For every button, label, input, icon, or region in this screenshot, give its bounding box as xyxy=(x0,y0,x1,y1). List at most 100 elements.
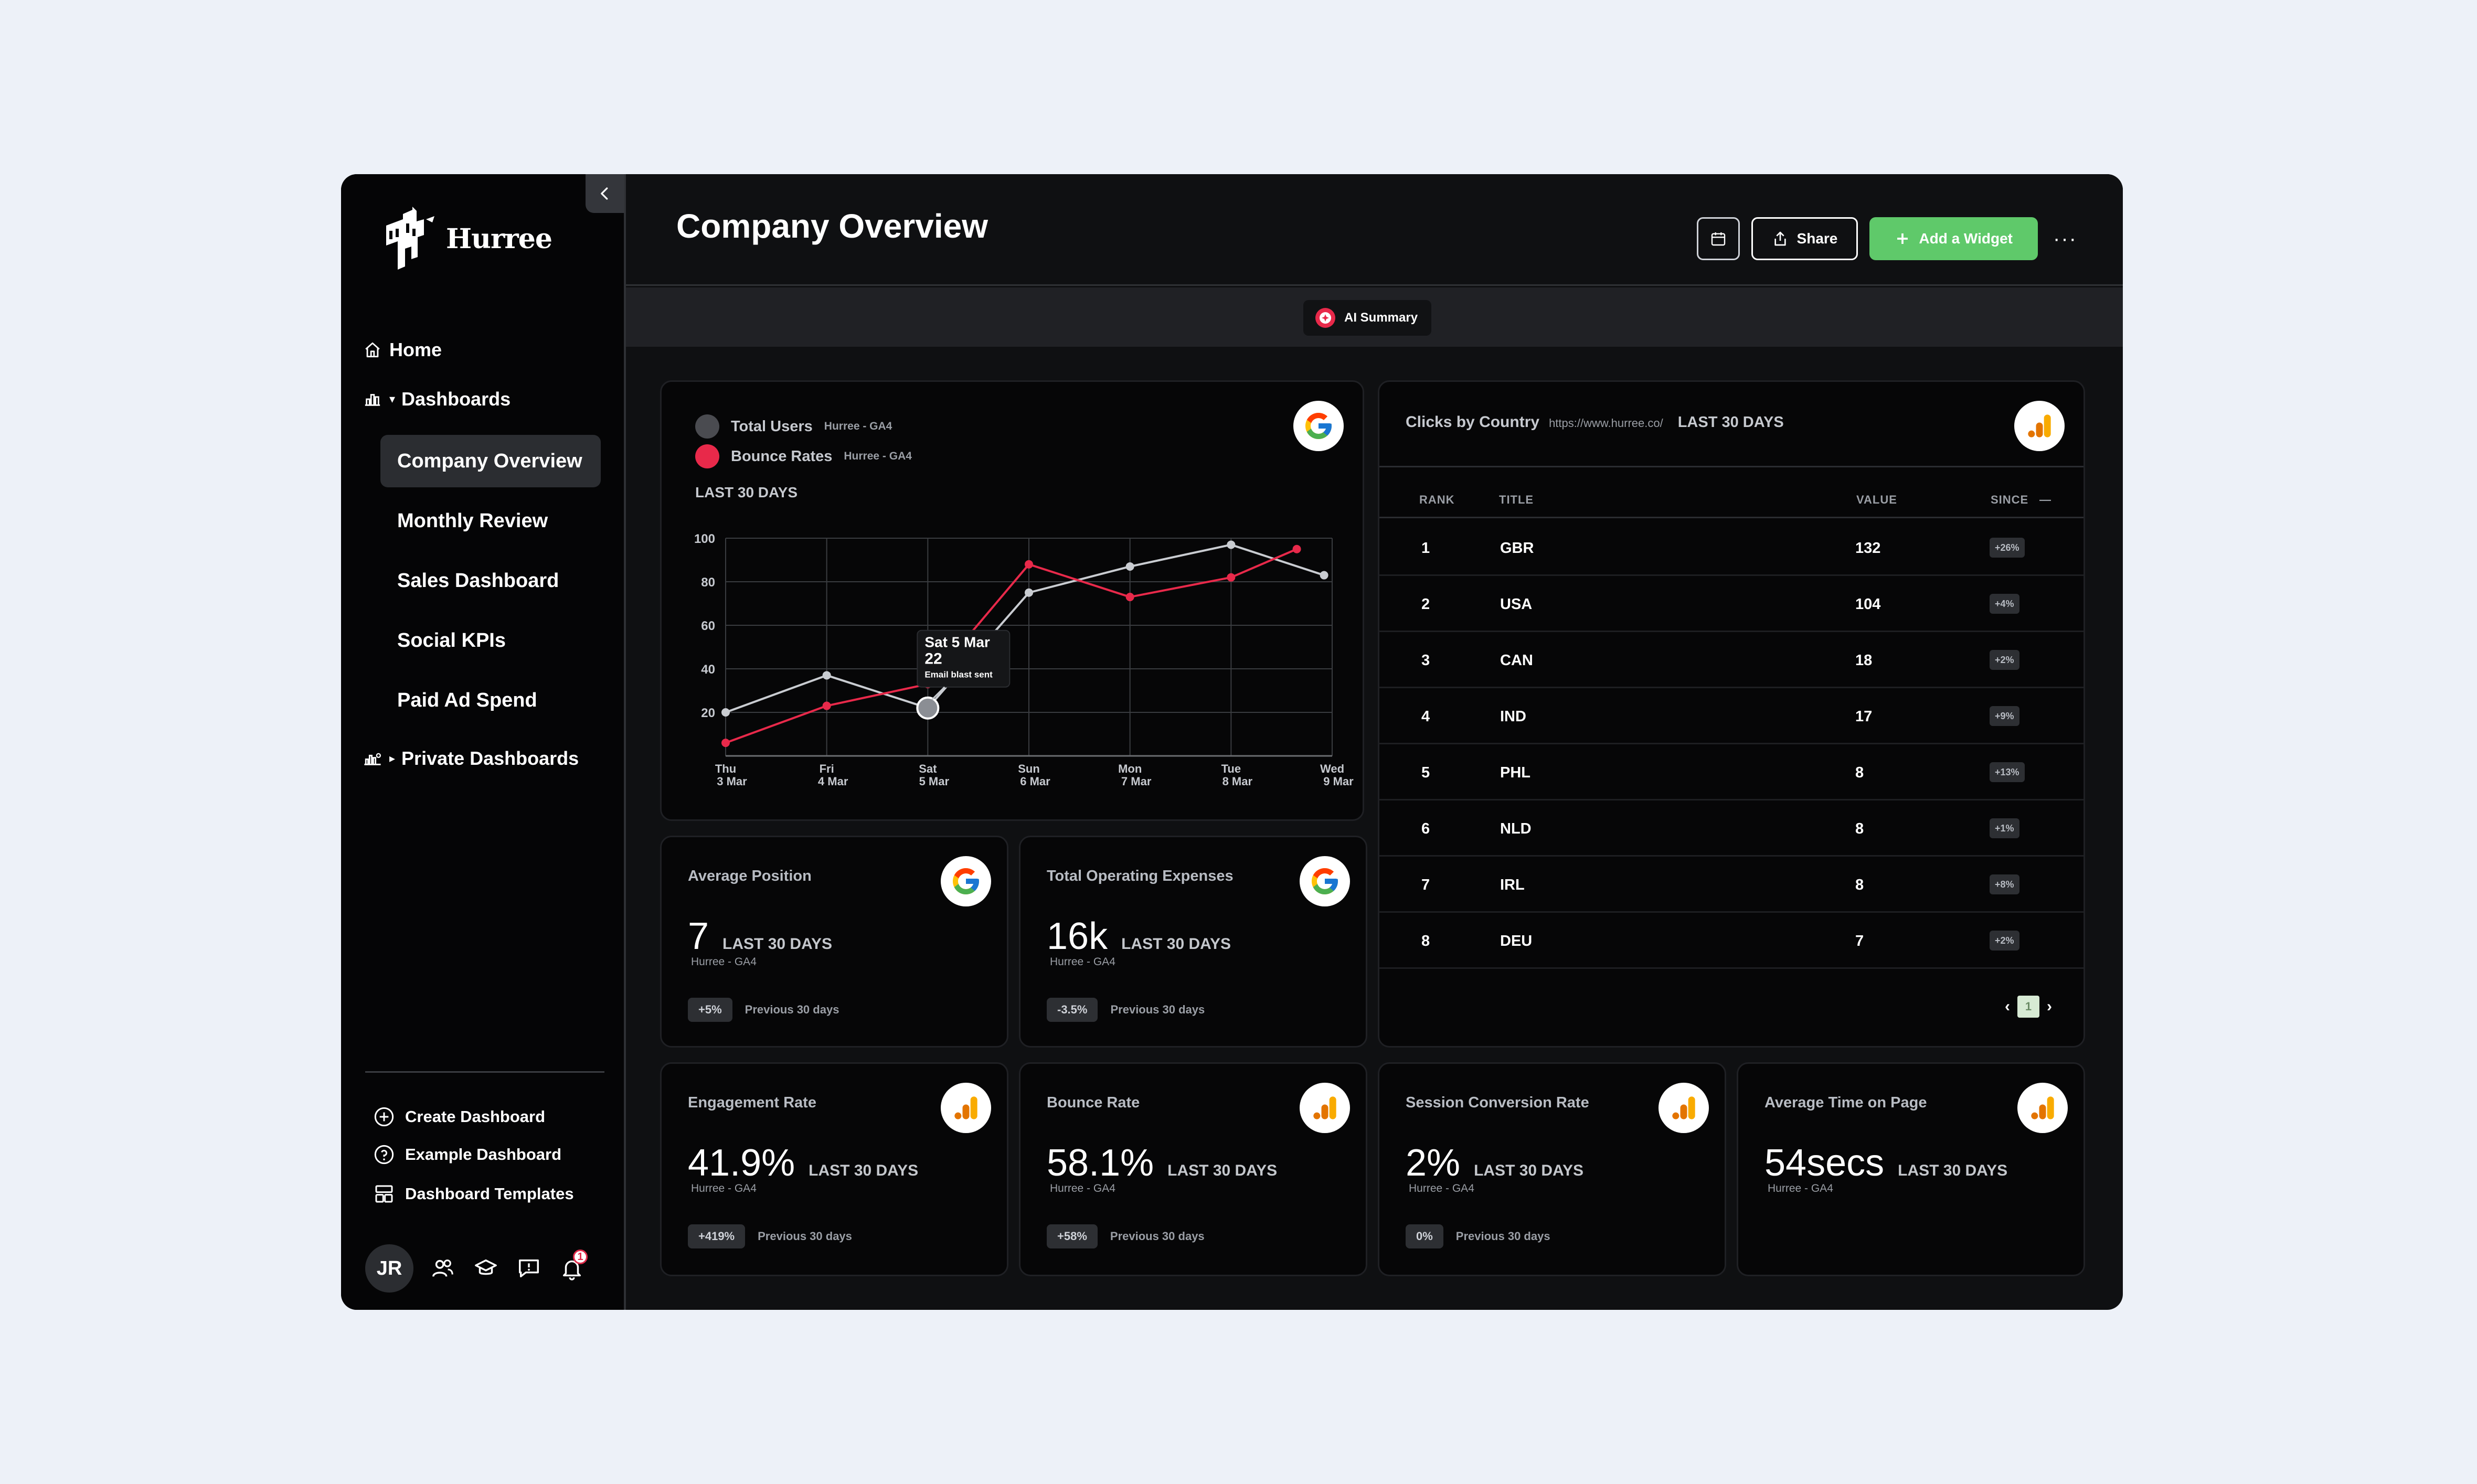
cell-title: CAN xyxy=(1500,652,1533,669)
table-row[interactable]: 5 PHL 8 +13% xyxy=(1379,744,2083,800)
metric-value: 2% xyxy=(1406,1142,1461,1184)
cell-since-badge: +2% xyxy=(1990,931,2019,951)
date-range-button[interactable] xyxy=(1696,217,1740,260)
change-label: Previous 30 days xyxy=(1110,1230,1205,1243)
legend-source: Hurree - GA4 xyxy=(844,450,912,462)
page-number[interactable]: 1 xyxy=(2017,996,2039,1018)
hurree-logo[interactable]: Hurree xyxy=(382,205,552,273)
x-tick-label: Fri 4 Mar xyxy=(818,762,848,788)
nav-paid-ad-spend[interactable]: Paid Ad Spend xyxy=(380,674,601,727)
table-row[interactable]: 1 GBR 132 +26% xyxy=(1379,520,2083,576)
metric-value-row: 7 LAST 30 DAYS xyxy=(688,915,832,958)
nav-monthly-review[interactable]: Monthly Review xyxy=(380,495,601,547)
column-header-title[interactable]: TITLE xyxy=(1499,493,1534,506)
highlighted-point xyxy=(916,696,940,720)
change-label: Previous 30 days xyxy=(745,1003,839,1016)
legend-item: Bounce Rates Hurree - GA4 xyxy=(695,444,912,468)
line-chart[interactable]: 20 40 60 80 100 Thu 3 Mar Fri 4 Mar Sat 5 Mar Sun 6 … xyxy=(677,508,1354,812)
dashboard-templates-link[interactable]: Dashboard Templates xyxy=(374,1183,574,1204)
team-icon[interactable] xyxy=(429,1255,456,1282)
metric-title: Average Position xyxy=(688,868,812,884)
legend-label: Bounce Rates xyxy=(731,447,833,465)
nav-sales-dashboard[interactable]: Sales Dashboard xyxy=(380,554,601,607)
metric-value-row: 58.1% LAST 30 DAYS xyxy=(1047,1141,1277,1184)
change-label: Previous 30 days xyxy=(758,1230,852,1243)
average-time-widget[interactable]: Average Time on Page 54secs LAST 30 DAYS… xyxy=(1737,1062,2085,1276)
table-row[interactable]: 8 DEU 7 +2% xyxy=(1379,913,2083,969)
data-point xyxy=(721,708,730,717)
table-header-row: RANK TITLE VALUE SINCE — xyxy=(1379,487,2083,518)
column-header-rank[interactable]: RANK xyxy=(1419,493,1455,506)
change-badge: +419% xyxy=(688,1224,746,1248)
operating-expenses-widget[interactable]: Total Operating Expenses 16k LAST 30 DAY… xyxy=(1019,836,1367,1048)
clicks-by-country-widget[interactable]: Clicks by Country https://www.hurree.co/… xyxy=(1378,380,2085,1048)
column-header-since[interactable]: SINCE xyxy=(1991,493,2029,506)
table-row[interactable]: 7 IRL 8 +8% xyxy=(1379,857,2083,913)
cell-rank: 3 xyxy=(1421,652,1430,669)
y-tick-label: 100 xyxy=(694,532,715,546)
analytics-source-badge xyxy=(1300,1083,1350,1133)
nav-private-dashboards[interactable]: ▸ Private Dashboards xyxy=(362,748,579,770)
calendar-icon xyxy=(1711,232,1725,246)
share-button[interactable]: Share xyxy=(1751,217,1858,260)
metric-title: Total Operating Expenses xyxy=(1047,868,1234,884)
collapse-sidebar-button[interactable] xyxy=(586,174,624,213)
metric-source: Hurree - GA4 xyxy=(691,956,757,968)
google-analytics-icon xyxy=(2028,414,2051,437)
add-widget-label: Add a Widget xyxy=(1919,230,2013,247)
notifications-bell-icon[interactable]: 1 xyxy=(558,1250,588,1282)
data-point xyxy=(1125,593,1134,602)
nav-dashboards[interactable]: ▾ Dashboards xyxy=(362,388,511,410)
cell-title: USA xyxy=(1500,596,1533,613)
ai-summary-button[interactable]: AI Summary xyxy=(1303,300,1432,336)
table-row[interactable]: 6 NLD 8 +1% xyxy=(1379,800,2083,857)
engagement-rate-widget[interactable]: Engagement Rate 41.9% LAST 30 DAYS Hurre… xyxy=(660,1062,1008,1276)
table-row[interactable]: 2 USA 104 +4% xyxy=(1379,576,2083,632)
table-row[interactable]: 4 IND 17 +9% xyxy=(1379,688,2083,744)
metric-value: 7 xyxy=(688,915,709,957)
tooltip-note: Email blast sent xyxy=(924,670,993,680)
chevron-left-icon xyxy=(601,187,608,200)
average-position-widget[interactable]: Average Position 7 LAST 30 DAYS Hurree -… xyxy=(660,836,1008,1048)
bounce-rate-widget[interactable]: Bounce Rate 58.1% LAST 30 DAYS Hurree - … xyxy=(1019,1062,1367,1276)
next-page-button[interactable]: › xyxy=(2047,998,2052,1015)
table-period: LAST 30 DAYS xyxy=(1677,414,1784,431)
template-icon xyxy=(375,1185,393,1203)
users-bounce-chart-widget[interactable]: Total Users Hurree - GA4 Bounce Rates Hu… xyxy=(660,380,1364,821)
create-dashboard-link[interactable]: Create Dashboard xyxy=(374,1106,545,1127)
table-widget-header: Clicks by Country https://www.hurree.co/… xyxy=(1406,413,1784,431)
academy-icon[interactable] xyxy=(472,1255,499,1282)
plus-icon xyxy=(1897,233,1908,244)
cell-title: DEU xyxy=(1500,933,1533,949)
cell-since-badge: +26% xyxy=(1990,538,2025,558)
add-widget-button[interactable]: Add a Widget xyxy=(1869,217,2038,260)
metric-value: 58.1% xyxy=(1047,1142,1154,1184)
nav-company-overview[interactable]: Company Overview xyxy=(380,435,601,487)
change-badge: +5% xyxy=(688,998,732,1022)
google-icon xyxy=(1305,413,1332,439)
metric-change: +419% Previous 30 days xyxy=(688,1224,852,1248)
legend-swatch-total-users xyxy=(695,414,719,439)
feedback-icon[interactable] xyxy=(515,1255,543,1282)
prev-page-button[interactable]: ‹ xyxy=(2005,998,2010,1015)
session-conversion-widget[interactable]: Session Conversion Rate 2% LAST 30 DAYS … xyxy=(1378,1062,1726,1276)
notification-count-badge: 1 xyxy=(573,1250,588,1264)
tooltip-date: Sat 5 Mar xyxy=(924,634,990,650)
legend-label: Total Users xyxy=(731,418,813,435)
nav-home[interactable]: Home xyxy=(362,339,442,361)
change-label: Previous 30 days xyxy=(1110,1003,1205,1016)
column-header-value[interactable]: VALUE xyxy=(1856,493,1897,506)
more-options-button[interactable]: ··· xyxy=(2053,227,2077,250)
user-avatar[interactable]: JR xyxy=(365,1244,413,1293)
nav-private-dashboards-label: Private Dashboards xyxy=(401,748,579,769)
example-dashboard-link[interactable]: Example Dashboard xyxy=(374,1144,561,1165)
table-row[interactable]: 3 CAN 18 +2% xyxy=(1379,632,2083,688)
column-menu-icon[interactable]: — xyxy=(2039,493,2051,506)
pagination: ‹ 1 › xyxy=(2005,996,2052,1018)
analytics-source-badge xyxy=(2014,401,2065,451)
cell-since-badge: +8% xyxy=(1990,874,2019,894)
nav-social-kpis[interactable]: Social KPIs xyxy=(380,614,601,667)
share-label: Share xyxy=(1796,230,1838,247)
cell-rank: 1 xyxy=(1421,540,1430,557)
legend-swatch-bounce-rates xyxy=(695,444,719,468)
